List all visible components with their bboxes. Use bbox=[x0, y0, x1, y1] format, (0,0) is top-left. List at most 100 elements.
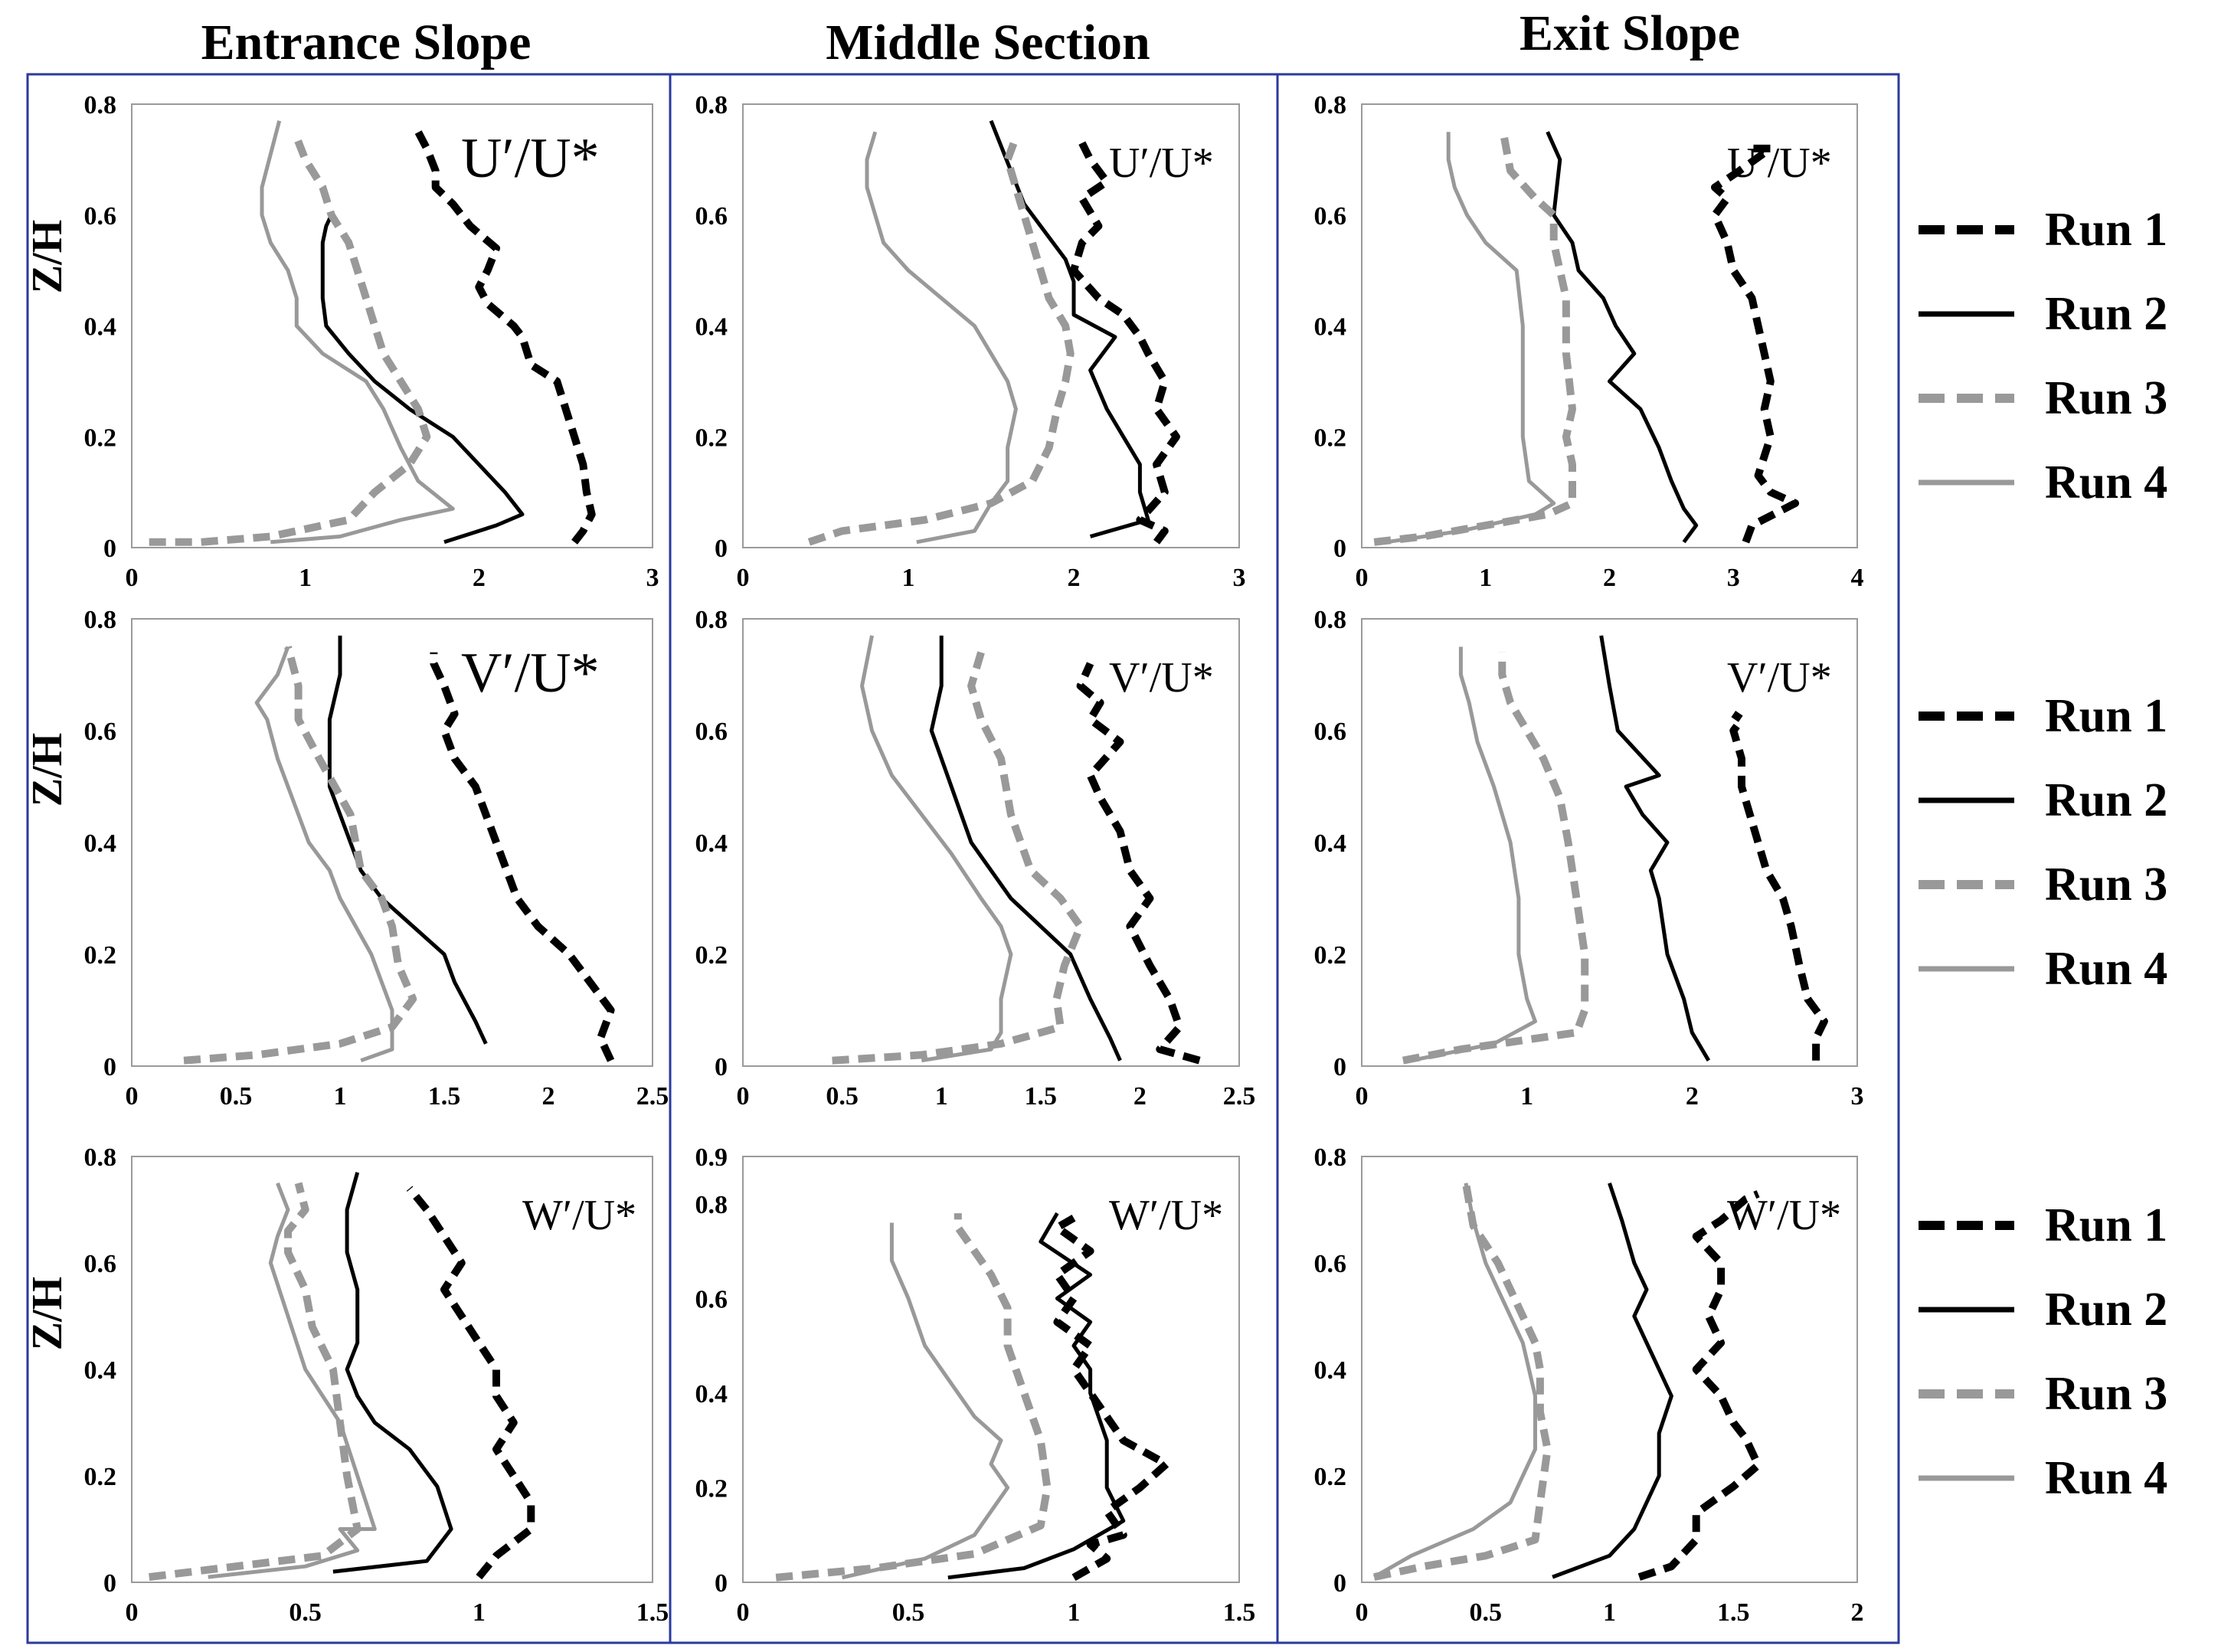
x-tick-label: 1 bbox=[473, 1598, 486, 1627]
x-tick-label: 1 bbox=[299, 564, 312, 592]
y-tick-label: 0.6 bbox=[1314, 718, 1347, 746]
panel-annotation: W′/U* bbox=[1727, 1192, 1841, 1239]
chart-panel: 0 1 2 3 4 0 0.2 0.4 0.6 0.8 U′/U* bbox=[1314, 91, 1864, 592]
plot-area bbox=[1361, 103, 1858, 548]
x-tick-label: 0 bbox=[1356, 1082, 1369, 1111]
column-title-middle: Middle Section bbox=[826, 15, 1150, 70]
y-tick-label: 0.4 bbox=[1314, 313, 1347, 342]
y-tick-label: 0.2 bbox=[84, 424, 117, 452]
x-tick-label: 1 bbox=[1603, 1598, 1616, 1627]
legends: Run 1 Run 2 Run 3 Run 4 Run 1 Run 2 Run 3 Run 4… bbox=[1919, 204, 2167, 1504]
series-line-run-4 bbox=[860, 635, 1013, 1063]
plot-area bbox=[742, 618, 1240, 1067]
x-tick-label: 2.5 bbox=[636, 1082, 669, 1111]
column-title-entrance: Entrance Slope bbox=[201, 15, 532, 70]
x-tick-label: 4 bbox=[1851, 564, 1864, 592]
series-line-run-1 bbox=[1711, 144, 1800, 544]
y-tick-label: 0.2 bbox=[84, 941, 117, 970]
legend-label-run-1: Run 1 bbox=[2045, 1199, 2167, 1251]
y-tick-label: 0 bbox=[715, 1569, 728, 1598]
x-tick-label: 0 bbox=[126, 1598, 139, 1627]
series-line-run-1 bbox=[1070, 141, 1180, 545]
y-tick-label: 0.6 bbox=[1314, 1250, 1347, 1278]
panel-annotation: U′/U* bbox=[461, 127, 600, 190]
chart-panel: 0 0.5 1 1.5 0 0.2 0.4 0.6 0.8 0.9 W′/U* bbox=[695, 1143, 1256, 1627]
column-title-exit: Exit Slope bbox=[1520, 5, 1740, 61]
plot-area bbox=[131, 103, 653, 548]
series-line-run-2 bbox=[332, 1172, 453, 1574]
y-tick-label: 0.8 bbox=[84, 91, 117, 119]
series-line-run-2 bbox=[1546, 131, 1699, 544]
legend: Run 1 Run 2 Run 3 Run 4 bbox=[1919, 690, 2167, 995]
y-tick-label: 0.2 bbox=[1314, 424, 1347, 452]
chart-panel: 0 1 2 3 0 0.2 0.4 0.6 0.8 U′/U* bbox=[84, 91, 659, 592]
series-line-run-2 bbox=[1552, 1183, 1673, 1579]
legend: Run 1 Run 2 Run 3 Run 4 bbox=[1919, 204, 2167, 509]
legend-label-run-3: Run 3 bbox=[2045, 859, 2167, 911]
x-tick-label: 1 bbox=[334, 1082, 347, 1111]
y-tick-label: 0.2 bbox=[1314, 1463, 1347, 1491]
x-tick-label: 0.5 bbox=[892, 1598, 925, 1627]
series-line-run-3 bbox=[775, 1213, 1052, 1582]
series-line-run-1 bbox=[1637, 1190, 1762, 1581]
y-tick-label: 0.4 bbox=[695, 313, 728, 342]
x-tick-label: 1 bbox=[1520, 1082, 1533, 1111]
x-tick-label: 0 bbox=[126, 564, 139, 592]
x-tick-label: 1.5 bbox=[636, 1598, 669, 1627]
y-tick-label: 0 bbox=[715, 1053, 728, 1081]
legend-label-run-4: Run 4 bbox=[2045, 456, 2167, 509]
chart-panel: 0 1 2 3 0 0.2 0.4 0.6 0.8 V′/U* bbox=[1314, 606, 1864, 1111]
series-line-run-1 bbox=[406, 1186, 535, 1580]
y-tick-label: 0.4 bbox=[84, 829, 117, 858]
series-line-run-3 bbox=[183, 646, 417, 1065]
ylabel-row3: Z/H bbox=[24, 1277, 71, 1350]
x-tick-label: 0 bbox=[1356, 564, 1369, 592]
chart-panel: 0 0.5 1 1.5 2 2.5 0 0.2 0.4 0.6 0.8 V′/U* bbox=[84, 606, 669, 1111]
x-tick-label: 3 bbox=[646, 564, 659, 592]
y-tick-label: 0.4 bbox=[1314, 1356, 1347, 1385]
figure-frame bbox=[26, 73, 1900, 1644]
plot-area bbox=[1361, 618, 1858, 1067]
panel-annotation: W′/U* bbox=[1109, 1192, 1223, 1239]
y-tick-label: 0 bbox=[103, 535, 116, 563]
legend-label-run-4: Run 4 bbox=[2045, 1452, 2167, 1504]
series-line-run-3 bbox=[1373, 1182, 1552, 1581]
y-tick-label: 0.4 bbox=[695, 1380, 728, 1408]
x-tick-label: 2 bbox=[542, 1082, 555, 1111]
panel-annotation: V′/U* bbox=[461, 642, 600, 705]
series-line-run-3 bbox=[149, 136, 431, 546]
y-tick-label: 0.2 bbox=[695, 424, 728, 452]
legend-label-run-1: Run 1 bbox=[2045, 690, 2167, 742]
series-line-run-4 bbox=[208, 1182, 377, 1579]
series-line-run-1 bbox=[1053, 1214, 1170, 1582]
y-tick-label: 0 bbox=[1333, 535, 1346, 563]
y-tick-label: 0.2 bbox=[695, 1474, 728, 1503]
x-tick-label: 2 bbox=[1686, 1082, 1699, 1111]
y-tick-label: 0.8 bbox=[84, 606, 117, 634]
panel-annotation: V′/U* bbox=[1727, 654, 1832, 702]
series-line-run-4 bbox=[1385, 132, 1556, 545]
legend-label-run-2: Run 2 bbox=[2045, 774, 2167, 826]
y-tick-label: 0.2 bbox=[695, 941, 728, 970]
panel-annotation: U′/U* bbox=[1727, 139, 1832, 187]
chart-panels: 0 1 2 3 0 0.2 0.4 0.6 0.8 U′/U* 0 1 2 3 0 0.2 0.4 0.6 0.8 U… bbox=[84, 91, 1864, 1627]
series-line-run-1 bbox=[1076, 662, 1201, 1065]
y-tick-label: 0 bbox=[715, 535, 728, 563]
x-tick-label: 0.5 bbox=[289, 1598, 322, 1627]
x-tick-label: 0 bbox=[1356, 1598, 1369, 1627]
plot-area bbox=[131, 1156, 653, 1583]
series-line-run-3 bbox=[1402, 652, 1589, 1065]
plot-area bbox=[1361, 1156, 1858, 1583]
series-line-run-1 bbox=[430, 652, 615, 1062]
x-tick-label: 2 bbox=[1133, 1082, 1147, 1111]
y-tick-label: 0.4 bbox=[84, 313, 117, 342]
panel-annotation: U′/U* bbox=[1109, 139, 1214, 187]
x-tick-label: 2 bbox=[1068, 564, 1081, 592]
chart-panel: 0 0.5 1 1.5 2 2.5 0 0.2 0.4 0.6 0.8 V′/U* bbox=[695, 606, 1256, 1111]
series-line-run-4 bbox=[1372, 1183, 1537, 1579]
chart-panel: 0 0.5 1 1.5 0 0.2 0.4 0.6 0.8 W′/U* bbox=[84, 1143, 669, 1627]
x-tick-label: 3 bbox=[1851, 1082, 1864, 1111]
x-tick-label: 0 bbox=[126, 1082, 139, 1111]
legend-label-run-2: Run 2 bbox=[2045, 288, 2167, 340]
